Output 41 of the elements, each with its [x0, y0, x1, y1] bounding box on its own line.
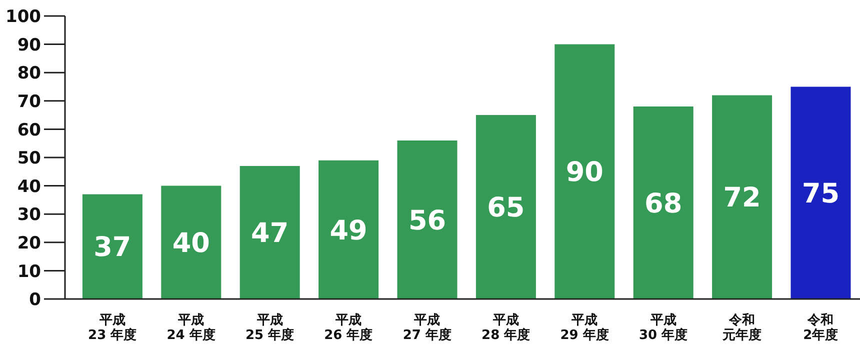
- data-label: 75: [802, 178, 840, 210]
- y-tick-label: 0: [29, 290, 42, 310]
- data-label: 68: [644, 188, 682, 220]
- x-tick-label: 令和元年度: [721, 312, 762, 343]
- y-tick-label: 50: [17, 148, 42, 169]
- x-tick-label: 平成30 年度: [638, 313, 688, 343]
- data-label: 40: [172, 228, 210, 259]
- x-tick-label: 平成25 年度: [245, 313, 294, 343]
- bar: [161, 186, 222, 299]
- bar: [790, 86, 851, 299]
- x-tick-label: 平成23 年度: [88, 313, 137, 343]
- data-label: 90: [566, 157, 604, 188]
- bar: [554, 44, 615, 299]
- bar: [476, 115, 536, 299]
- y-tick-label: 90: [17, 35, 42, 56]
- y-tick-label: 70: [17, 92, 42, 112]
- y-tick-label: 100: [6, 7, 42, 28]
- data-label: 49: [330, 215, 368, 246]
- x-tick-label: 令和2年度: [803, 312, 838, 343]
- data-label: 37: [94, 232, 132, 264]
- x-tick-label: 平成24 年度: [166, 313, 216, 343]
- data-label: 72: [723, 182, 761, 214]
- data-label: 47: [251, 218, 289, 250]
- y-tick-label: 80: [17, 64, 42, 84]
- y-tick-label: 60: [17, 120, 42, 140]
- y-tick-label: 20: [17, 234, 42, 254]
- x-tick-label: 平成29 年度: [560, 313, 609, 343]
- y-tick-label: 40: [17, 176, 42, 197]
- bar: [712, 95, 772, 299]
- data-label: 56: [408, 205, 446, 236]
- y-tick-label: 10: [17, 262, 42, 282]
- data-label: 65: [487, 192, 525, 224]
- x-tick-label: 平成27 年度: [402, 313, 452, 343]
- bar: [397, 140, 458, 299]
- bar: [318, 160, 379, 299]
- x-tick-label: 平成28 年度: [482, 313, 530, 343]
- bar: [82, 194, 142, 299]
- y-tick-label: 30: [17, 205, 42, 226]
- x-tick-label: 平成26 年度: [324, 313, 373, 343]
- bar: [633, 106, 694, 299]
- bar: [240, 166, 300, 299]
